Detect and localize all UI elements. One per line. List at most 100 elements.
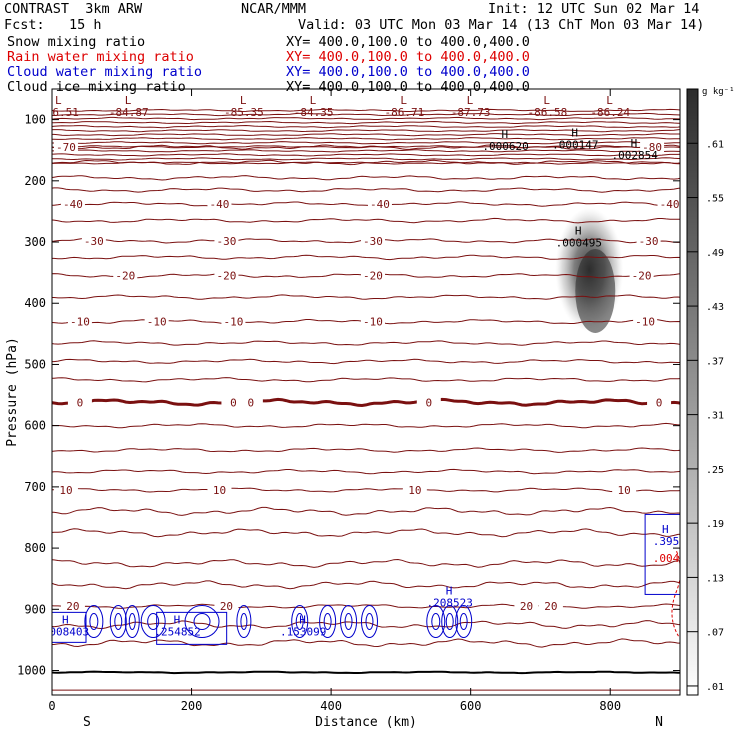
- cloud-water-contour: [156, 611, 228, 645]
- cloud-water-contour-inner: [193, 613, 211, 631]
- isotherm-line: [52, 159, 680, 166]
- colorbar-tick-label: .01: [706, 682, 724, 693]
- minimum-marker: L: [543, 94, 550, 107]
- colorbar-tick-label: .07: [706, 628, 724, 639]
- cloud-water-contour: [360, 605, 378, 639]
- cloudwater-field-label: Cloud water mixing ratio: [7, 64, 203, 80]
- isotherm-label: 10: [408, 484, 421, 497]
- isotherm-label-bg: [633, 315, 658, 328]
- isotherm-label-bg: [207, 198, 232, 211]
- isotherm-upper: [52, 133, 680, 137]
- isotherm-line: [52, 294, 680, 300]
- minimum-value: -86.51: [39, 106, 79, 119]
- isotherm-label-bg: [636, 234, 661, 247]
- cloud-water-contour-inner: [323, 613, 332, 631]
- isotherm-label-bg: [416, 396, 441, 409]
- isotherm-label: 10: [213, 484, 226, 497]
- isotherm-line: [52, 580, 680, 590]
- cloud-water-max-marker: H: [446, 584, 453, 597]
- isotherm-label: -10: [635, 316, 655, 329]
- isotherm-label: -10: [223, 316, 243, 329]
- isotherm-label-bg: [113, 269, 138, 282]
- rain-max-value: .004: [653, 552, 680, 565]
- rain-field-xy: XY= 400.0,100.0 to 400.0,400.0: [286, 49, 530, 65]
- snow-max-value: .000495: [556, 237, 602, 250]
- cloud-water-contour: [455, 605, 473, 639]
- cloud-water-max-marker: H: [299, 614, 306, 627]
- minimum-marker: L: [240, 94, 247, 107]
- isotherm-line: [52, 340, 680, 346]
- isotherm-label: 10: [59, 484, 72, 497]
- y-tick-label: 700: [24, 480, 46, 494]
- y-tick-label: 600: [24, 419, 46, 433]
- isotherm-label-bg: [214, 600, 239, 613]
- cloud-water-contour-inner: [295, 613, 304, 631]
- isotherm-label-bg: [360, 315, 385, 328]
- isotherm--70: [52, 144, 680, 150]
- isotherm-upper: [52, 153, 680, 157]
- forecast-hour: Fcst: 15 h: [4, 17, 102, 33]
- cloud-water-contour: [441, 605, 459, 639]
- cloud-water-contour: [124, 605, 140, 639]
- isotherm-label: -20: [217, 270, 237, 283]
- cloud-water-contour: [319, 605, 337, 639]
- cloud-water-contour: [291, 605, 309, 639]
- snow-field-label: Snow mixing ratio: [7, 34, 146, 50]
- isotherm-upper: [52, 129, 680, 133]
- isotherm-label-bg: [53, 483, 78, 496]
- y-tick-label: 100: [24, 113, 46, 127]
- isotherm-label-bg: [360, 234, 385, 247]
- isotherm-label: -30: [217, 235, 237, 248]
- isotherm-label-bg: [81, 234, 106, 247]
- isotherm-label: 0: [230, 396, 237, 409]
- isotherm-line: [52, 468, 680, 475]
- minimum-value: -86.71: [385, 106, 425, 119]
- isotherm-label: -70: [56, 141, 76, 154]
- isotherm-10: [52, 487, 680, 493]
- isotherm-upper: [52, 120, 680, 125]
- isotherm-label-bg: [60, 198, 85, 211]
- cloud-water-max-marker: H: [174, 614, 181, 627]
- cloud-water-contour-inner: [128, 613, 136, 631]
- colorbar-tick-label: .31: [706, 411, 724, 422]
- isotherm-label: 20: [220, 600, 233, 613]
- isotherm-label: -40: [210, 198, 230, 211]
- snow-max-marker: H: [631, 137, 638, 150]
- isotherm-label-bg: [67, 396, 92, 409]
- snow-max-marker: H: [571, 127, 578, 140]
- isotherm-line: [52, 175, 680, 181]
- cloud-water-max-value: .208523: [427, 596, 473, 609]
- x-tick-label: 0: [48, 699, 55, 713]
- isotherm-label-bg: [238, 396, 263, 409]
- isotherm-label-bg: [360, 269, 385, 282]
- cloud-water-contour-inner: [240, 613, 248, 631]
- isotherm-label-bg: [538, 600, 563, 613]
- minimum-marker: L: [400, 94, 407, 107]
- cloud-water-contour-inner: [147, 613, 160, 631]
- minimum-value: -86.58: [528, 106, 568, 119]
- isotherm-label-bg: [214, 269, 239, 282]
- y-tick-label: 400: [24, 296, 46, 310]
- isotherm-label-bg: [402, 483, 427, 496]
- isotherm-upper: [52, 145, 680, 149]
- colorbar-tick-label: .13: [706, 573, 724, 584]
- isotherm-label: -10: [147, 316, 167, 329]
- minimum-marker: L: [55, 94, 62, 107]
- isotherm-label-bg: [629, 269, 654, 282]
- isotherm-label: -10: [363, 316, 383, 329]
- cloud-water-contour-inner: [114, 613, 123, 631]
- x-tick-label: 800: [599, 699, 621, 713]
- cloud-water-contour-inner: [431, 613, 441, 631]
- isotherm-label-bg: [53, 141, 78, 154]
- isotherm-label-bg: [207, 483, 232, 496]
- cloud-water-contour: [340, 605, 358, 639]
- cloud-water-contour-inner: [344, 613, 353, 631]
- isotherm-label: -10: [70, 316, 90, 329]
- cloud-water-max-marker: H: [662, 523, 669, 536]
- colorbar-tick-label: .49: [706, 248, 724, 259]
- isotherm-label-bg: [221, 315, 246, 328]
- plot-frame: [51, 88, 681, 696]
- cloud-water-contour: [426, 605, 446, 639]
- minimum-value: -85.35: [224, 106, 264, 119]
- isotherm-label: 10: [618, 484, 631, 497]
